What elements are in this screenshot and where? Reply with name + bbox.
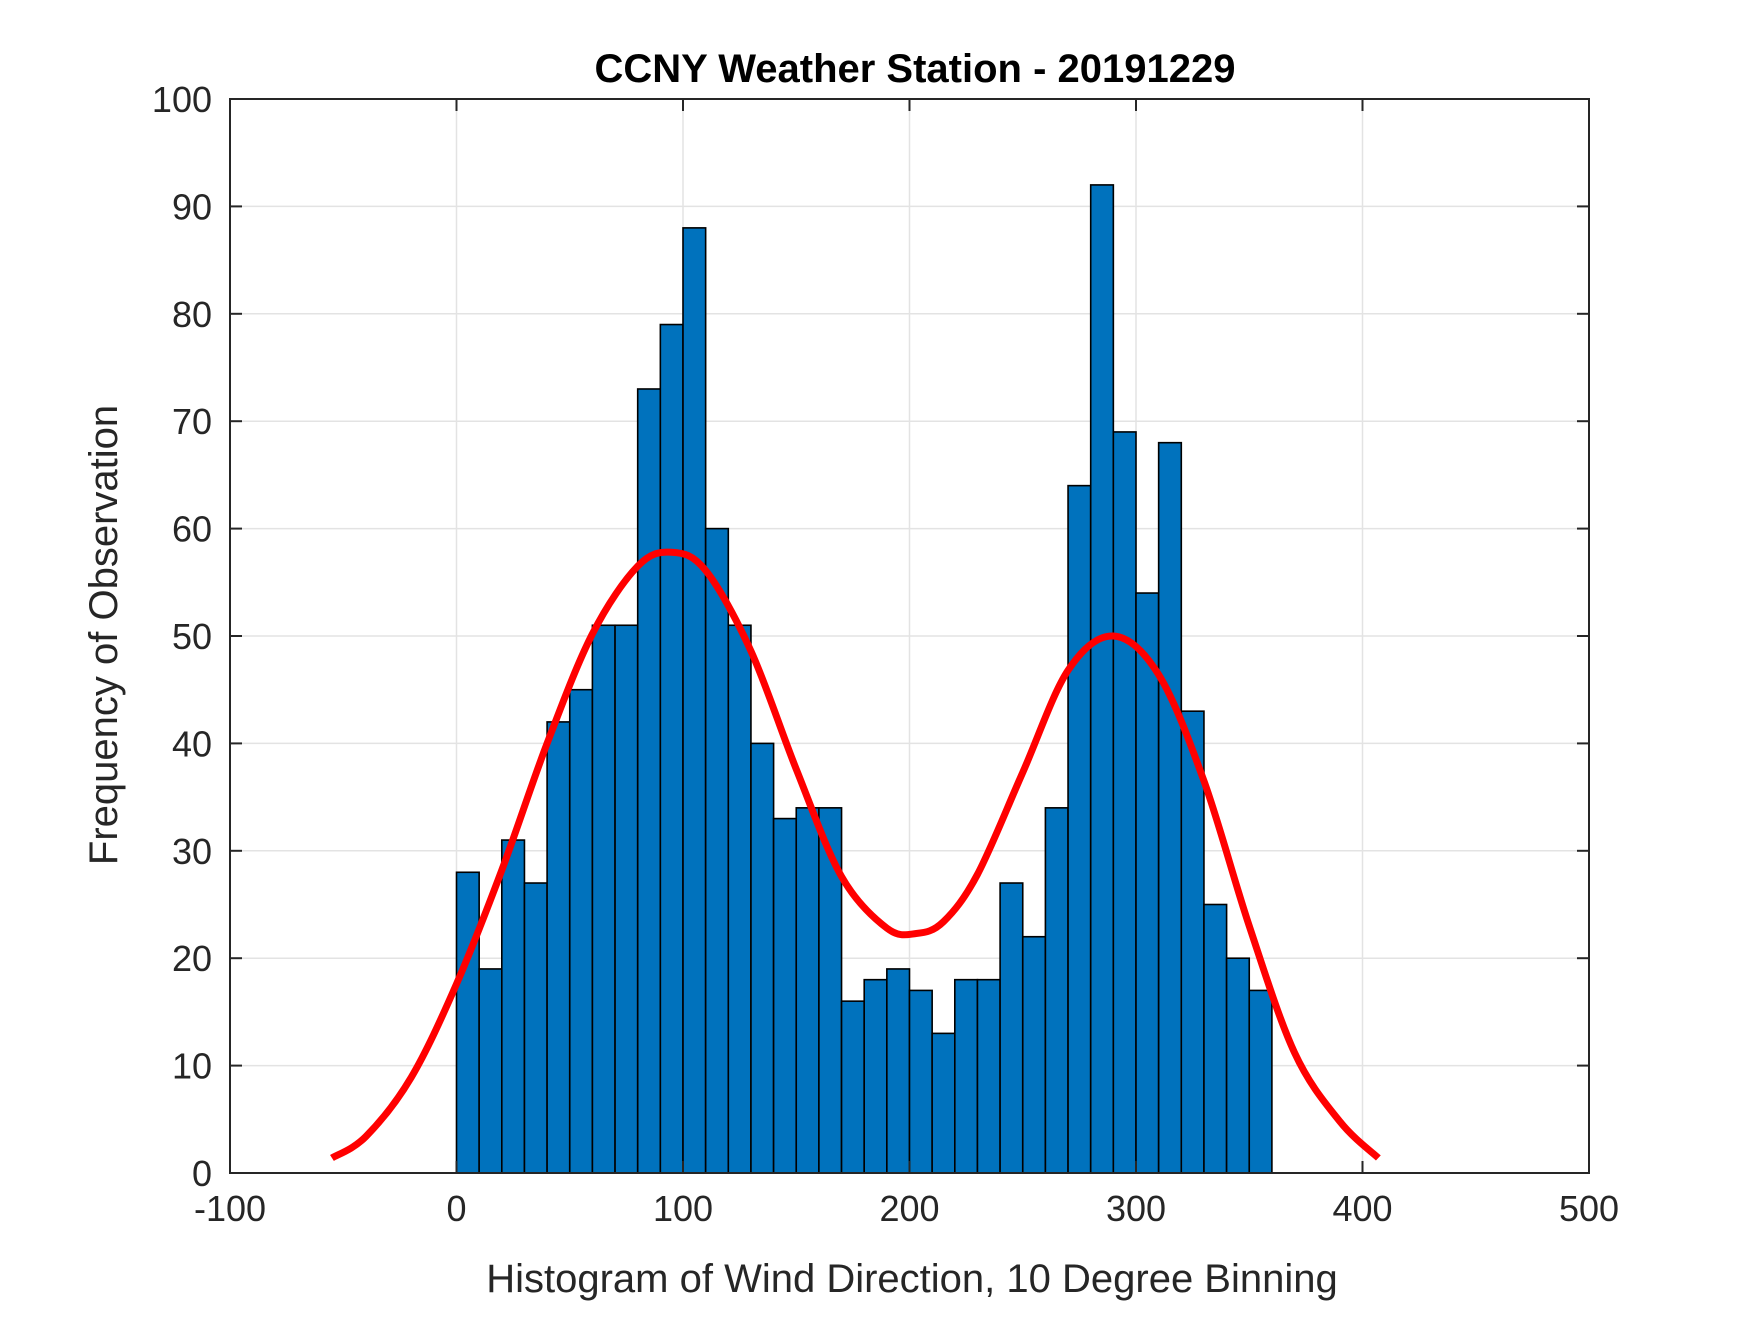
histogram-bar	[704, 527, 730, 1174]
histogram-bars	[455, 184, 1273, 1174]
histogram-bar	[568, 688, 594, 1174]
histogram-bar	[750, 742, 775, 1174]
histogram-bar	[840, 1000, 865, 1174]
y-tick-label: 80	[172, 294, 212, 335]
histogram-bar	[1157, 441, 1183, 1174]
histogram-bar	[908, 989, 933, 1174]
x-tick-label: 400	[1332, 1188, 1392, 1229]
y-tick-label: 70	[172, 401, 212, 442]
histogram-bar	[863, 978, 888, 1174]
histogram-bar	[455, 871, 480, 1174]
histogram-bar	[1135, 592, 1160, 1174]
histogram-bar	[795, 807, 820, 1174]
y-tick-label: 40	[172, 723, 212, 764]
x-axis-label: Histogram of Wind Direction, 10 Degree B…	[486, 1257, 1338, 1301]
histogram-bar	[1044, 807, 1069, 1174]
tick-labels: -100 0 100 200 300 400 50001020304050607080901…	[152, 79, 1619, 1229]
histogram-bar	[1067, 484, 1092, 1174]
y-tick-label: 30	[172, 831, 212, 872]
histogram-bar	[478, 968, 503, 1174]
histogram-bar	[931, 1032, 956, 1174]
y-tick-label: 0	[192, 1153, 212, 1194]
fit-curve-line	[330, 548, 1381, 1162]
histogram-bar	[772, 817, 798, 1174]
histogram-bar	[1225, 957, 1251, 1174]
y-tick-label: 50	[172, 616, 212, 657]
y-tick-label: 90	[172, 186, 212, 227]
histogram-bar	[1203, 903, 1228, 1174]
y-tick-label: 100	[152, 79, 212, 120]
x-tick-label: 500	[1559, 1188, 1619, 1229]
histogram-bar	[636, 388, 662, 1174]
x-tick-label: 200	[879, 1188, 939, 1229]
histogram-bar	[614, 624, 639, 1174]
histogram-bar	[1021, 935, 1047, 1174]
histogram-bar	[953, 978, 979, 1174]
histogram-bar	[727, 624, 752, 1174]
x-tick-label: 300	[1106, 1188, 1166, 1229]
histogram-bar	[1112, 431, 1137, 1174]
x-tick-label: 0	[446, 1188, 466, 1229]
y-tick-label: 20	[172, 938, 212, 979]
histogram-bar	[1089, 184, 1115, 1174]
x-tick-label: -100	[194, 1188, 266, 1229]
histogram-bar	[999, 882, 1024, 1174]
x-tick-label: 100	[653, 1188, 713, 1229]
histogram-bar	[886, 968, 911, 1174]
y-axis-label: Frequency of Observation	[82, 405, 126, 865]
histogram-bar	[976, 978, 1001, 1174]
y-tick-label: 60	[172, 509, 212, 550]
y-tick-label: 10	[172, 1046, 212, 1087]
fit-curve-layer	[330, 548, 1381, 1162]
histogram-bar	[500, 839, 526, 1174]
histogram-bar	[546, 721, 571, 1174]
histogram-bar	[591, 624, 616, 1174]
chart-title: CCNY Weather Station - 20191229	[595, 47, 1236, 91]
histogram-bar	[659, 323, 684, 1174]
histogram-bar	[682, 227, 707, 1174]
histogram-bar	[523, 882, 548, 1174]
histogram-bar	[1248, 989, 1273, 1174]
